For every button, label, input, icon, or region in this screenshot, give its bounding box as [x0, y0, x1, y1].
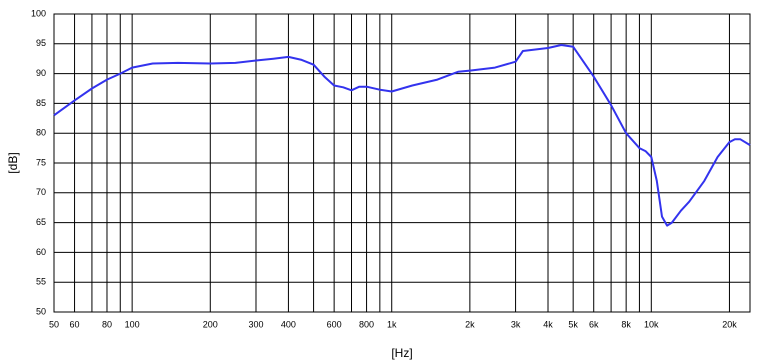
- y-tick-label: 85: [36, 98, 46, 108]
- y-tick-label: 75: [36, 157, 46, 167]
- x-tick-label: 3k: [511, 319, 521, 329]
- y-tick-label: 90: [36, 68, 46, 78]
- x-tick-label: 300: [248, 319, 263, 329]
- x-tick-label: 2k: [465, 319, 475, 329]
- x-tick-label: 10k: [644, 319, 659, 329]
- y-tick-label: 95: [36, 38, 46, 48]
- response-line: [53, 44, 751, 227]
- y-tick-label: 65: [36, 217, 46, 227]
- y-tick-label: 55: [36, 277, 46, 287]
- x-tick-label: 50: [49, 319, 59, 329]
- y-tick-label: 80: [36, 128, 46, 138]
- y-tick-label: 100: [31, 8, 46, 18]
- x-axis-label: [Hz]: [391, 346, 412, 360]
- x-tick-label: 1k: [387, 319, 397, 329]
- y-tick-label: 70: [36, 187, 46, 197]
- x-tick-label: 400: [281, 319, 296, 329]
- x-tick-label: 6k: [589, 319, 599, 329]
- x-tick-label: 4k: [543, 319, 553, 329]
- x-tick-label: 20k: [722, 319, 737, 329]
- y-tick-label: 50: [36, 306, 46, 316]
- x-tick-label: 5k: [568, 319, 578, 329]
- x-tick-label: 80: [102, 319, 112, 329]
- x-tick-label: 800: [359, 319, 374, 329]
- x-tick-label: 200: [203, 319, 218, 329]
- y-tick-label: 60: [36, 247, 46, 257]
- x-tick-label: 8k: [621, 319, 631, 329]
- x-tick-label: 60: [70, 319, 80, 329]
- x-tick-label: 600: [327, 319, 342, 329]
- y-axis-label: [dB]: [6, 152, 20, 173]
- x-tick-label: 100: [125, 319, 140, 329]
